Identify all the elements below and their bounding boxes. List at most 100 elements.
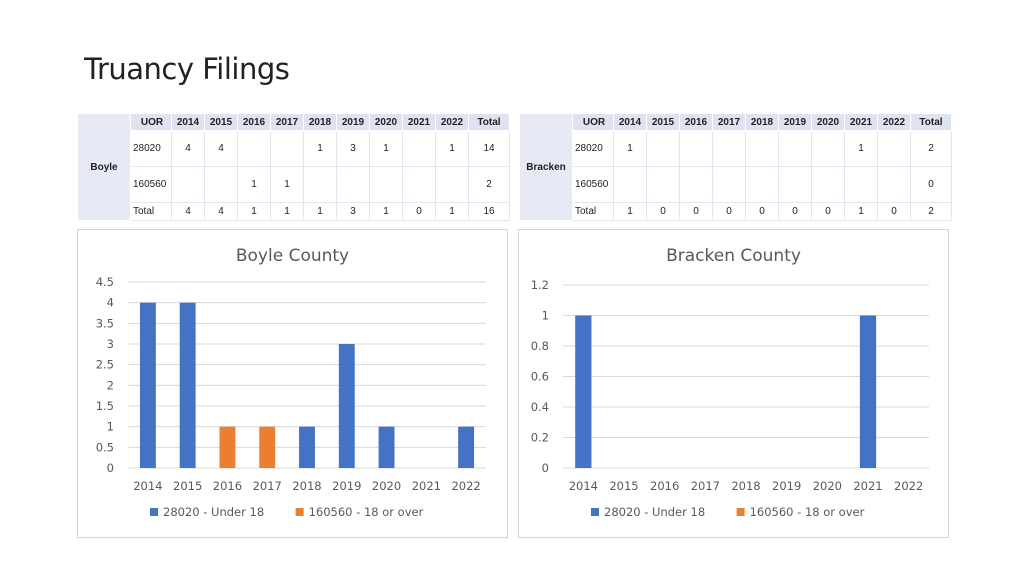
x-tick-label: 2017: [691, 479, 720, 493]
y-tick-label: 0.8: [531, 339, 549, 353]
x-tick-label: 2016: [213, 479, 242, 493]
table-cell: [303, 166, 337, 203]
legend-item: 160560 - 18 or over: [736, 505, 865, 519]
bar: [259, 426, 276, 468]
table-cell: 3: [336, 202, 370, 221]
table-cell: 0: [910, 166, 952, 203]
x-tick-label: 2014: [133, 479, 162, 493]
table-cell: [745, 130, 779, 167]
table-cell: [679, 166, 713, 203]
table-cell: 0: [811, 202, 845, 221]
bar: [575, 315, 592, 468]
legend-item: 160560 - 18 or over: [295, 505, 424, 519]
county-label: Bracken: [520, 114, 573, 221]
y-tick-label: 0.4: [531, 400, 549, 414]
x-tick-label: 2021: [853, 479, 882, 493]
table-cell: 14: [468, 130, 510, 167]
table-cell: [712, 130, 746, 167]
bracken-chart: Bracken County 0 0.2 0.4 0.6 0.8 1 1.2 2014 2015 2…: [531, 246, 929, 519]
legend-item: 28020 - Under 18: [591, 505, 705, 519]
table-cell: [336, 166, 370, 203]
legend-item: 28020 - Under 18: [150, 505, 264, 519]
header-cell: 2021: [402, 114, 436, 131]
table-cell: 4: [204, 202, 238, 221]
header-cell: 2015: [204, 114, 238, 131]
x-tick-label: 2014: [569, 479, 598, 493]
boyle-chart-panel: Boyle County 0 0.5 1 1.5 2 2.5 3 3.5 4 4.5 2014 2015…: [77, 229, 508, 538]
y-tick-label: 4.5: [96, 275, 114, 289]
table-cell: 28020: [130, 130, 172, 167]
y-tick-label: 0.2: [531, 431, 549, 445]
boyle-table: Boyle UOR 2014 2015 2016 2017 2018 2019 …: [78, 114, 510, 221]
table-header-row: Bracken UOR 2014 2015 2016 2017 2018 201…: [520, 114, 952, 221]
header-cell: Total: [468, 114, 510, 131]
table-cell: 1: [303, 130, 337, 167]
header-cell: 2015: [646, 114, 680, 131]
table-cell: 0: [778, 202, 812, 221]
x-tick-label: 2017: [253, 479, 282, 493]
y-tick-label: 1.2: [531, 278, 549, 292]
table-cell: 28020: [572, 130, 614, 167]
table-cell: 1: [270, 202, 304, 221]
bar: [299, 426, 315, 468]
table-cell: [613, 166, 647, 203]
y-tick-label: 2.5: [96, 358, 114, 372]
legend-label: 28020 - Under 18: [604, 505, 705, 519]
table-cell: [369, 166, 403, 203]
x-tick-label: 2015: [173, 479, 202, 493]
bar: [139, 302, 156, 468]
table-cell: 1: [435, 202, 469, 221]
x-tick-label: 2018: [292, 479, 321, 493]
header-cell: 2014: [613, 114, 647, 131]
bar: [179, 302, 196, 468]
table-cell: [778, 130, 812, 167]
header-cell: 2014: [171, 114, 205, 131]
boyle-chart: Boyle County 0 0.5 1 1.5 2 2.5 3 3.5 4 4.5 2014 2015…: [96, 246, 486, 519]
table-cell: [811, 166, 845, 203]
header-cell: 2016: [237, 114, 271, 131]
table-cell: 2: [910, 202, 952, 221]
table-cell: 1: [844, 130, 878, 167]
table-cell: Total: [572, 202, 614, 221]
table-cell: 4: [204, 130, 238, 167]
x-tick-label: 2019: [332, 479, 361, 493]
table-cell: 0: [402, 202, 436, 221]
bracken-table: Bracken UOR 2014 2015 2016 2017 2018 201…: [520, 114, 952, 221]
table-cell: 0: [646, 202, 680, 221]
table-cell: [745, 166, 779, 203]
table-cell: 4: [171, 202, 205, 221]
legend-swatch: [591, 508, 599, 516]
header-cell: 2019: [336, 114, 370, 131]
x-tick-label: 2022: [451, 479, 480, 493]
table-cell: 3: [336, 130, 370, 167]
y-tick-label: 1.5: [96, 399, 114, 413]
table-cell: 4: [171, 130, 205, 167]
table-row: 28020 4 4 1 3 1 1 14: [78, 130, 510, 167]
header-cell: 2018: [303, 114, 337, 131]
table-cell: [844, 166, 878, 203]
bar: [458, 426, 475, 468]
table-cell: Total: [130, 202, 172, 221]
header-cell: UOR: [572, 114, 614, 131]
table-cell: 16: [468, 202, 510, 221]
x-tick-label: 2019: [772, 479, 801, 493]
header-cell: 2022: [877, 114, 911, 131]
bar: [378, 426, 395, 468]
table-cell: 1: [613, 130, 647, 167]
table-cell: 0: [712, 202, 746, 221]
table-cell: [877, 166, 911, 203]
chart-title: Bracken County: [666, 246, 801, 266]
table-cell: 2: [910, 130, 952, 167]
x-tick-label: 2021: [412, 479, 441, 493]
table-total-row: Total 1 0 0 0 0 0 0 1 0 2: [520, 202, 952, 221]
header-cell: 2016: [679, 114, 713, 131]
table-row: 160560 1 1 2: [78, 166, 510, 203]
table-cell: [270, 130, 304, 167]
table-cell: [778, 166, 812, 203]
y-tick-label: 3.5: [96, 316, 114, 330]
y-tick-label: 0: [107, 461, 114, 475]
x-tick-label: 2020: [813, 479, 842, 493]
table-cell: 0: [745, 202, 779, 221]
table-cell: 1: [237, 202, 271, 221]
header-cell: 2017: [270, 114, 304, 131]
